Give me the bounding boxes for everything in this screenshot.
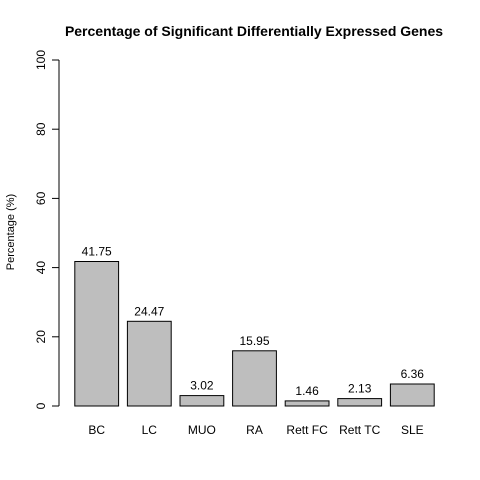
category-label: BC bbox=[88, 423, 105, 437]
chart-title: Percentage of Significant Differentially… bbox=[65, 23, 443, 39]
category-label: SLE bbox=[401, 423, 424, 437]
category-label: MUO bbox=[188, 423, 216, 437]
bar-ra bbox=[232, 350, 277, 407]
y-tick-label: 0 bbox=[34, 402, 48, 409]
y-tick-label: 80 bbox=[34, 122, 48, 136]
value-labels-group: 41.75 24.47 3.02 15.95 1.46 2.13 6.36 bbox=[82, 245, 425, 398]
category-label: LC bbox=[142, 423, 158, 437]
y-tick-label: 20 bbox=[34, 330, 48, 344]
bar-value-label: 41.75 bbox=[82, 245, 112, 259]
bar-value-label: 6.36 bbox=[401, 367, 425, 381]
bar-sle bbox=[389, 383, 435, 407]
bar-value-label: 15.95 bbox=[239, 334, 269, 348]
bar-muo bbox=[179, 395, 225, 407]
category-labels-group: BC LC MUO RA Rett FC Rett TC SLE bbox=[88, 423, 423, 437]
bar-bc bbox=[74, 261, 120, 407]
y-axis-title: Percentage (%) bbox=[5, 194, 17, 270]
bars-group bbox=[74, 261, 435, 407]
bar-value-label: 2.13 bbox=[348, 382, 372, 396]
bar-value-label: 3.02 bbox=[190, 379, 214, 393]
category-label: Rett FC bbox=[286, 423, 328, 437]
bar-rett-tc bbox=[337, 398, 383, 407]
bar-rett-fc bbox=[284, 400, 330, 407]
y-tick-label: 40 bbox=[34, 261, 48, 275]
y-tick-label: 60 bbox=[34, 191, 48, 205]
category-label: RA bbox=[246, 423, 263, 437]
bar-value-label: 24.47 bbox=[134, 304, 164, 318]
y-tick-label: 100 bbox=[34, 50, 48, 70]
category-label: Rett TC bbox=[339, 423, 380, 437]
bar-lc bbox=[126, 320, 172, 407]
bar-value-label: 1.46 bbox=[295, 384, 319, 398]
y-axis: 0 20 40 60 80 100 bbox=[34, 50, 60, 409]
